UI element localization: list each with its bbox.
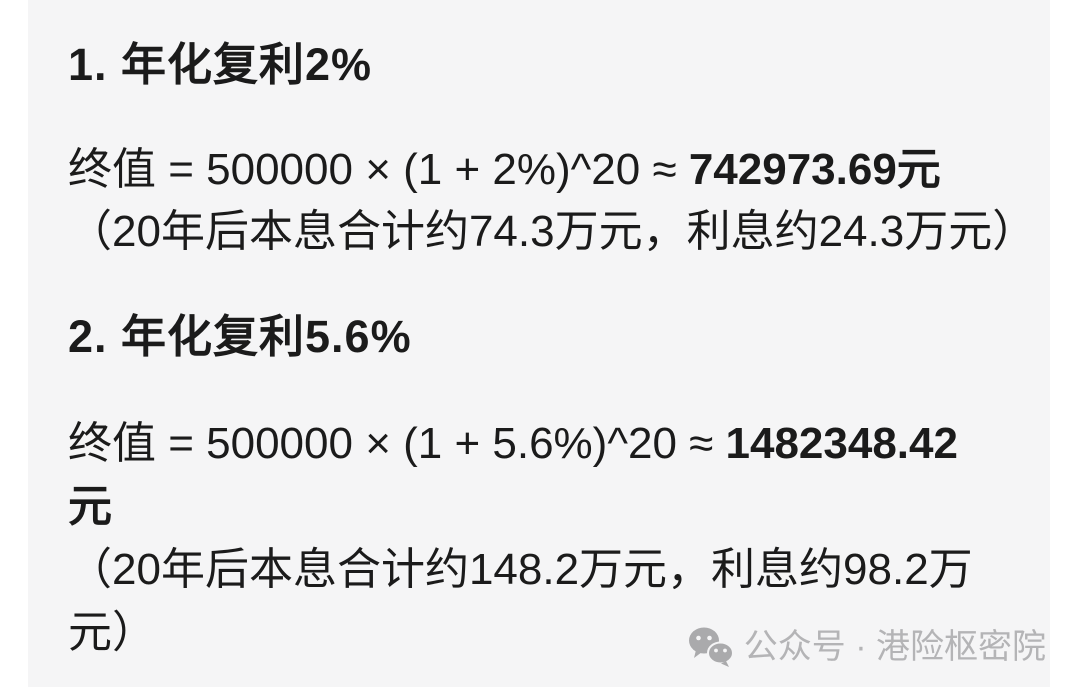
- section2-note-line2: 元）: [68, 608, 156, 657]
- section2-formula-expression: 终值 = 500000 × (1 + 5.6%)^20 ≈: [68, 419, 726, 468]
- section2-formula-result-wrap: 元: [68, 482, 112, 531]
- section2-paragraph: 终值 = 500000 × (1 + 5.6%)^20 ≈ 1482348.42…: [68, 412, 973, 664]
- section1-note: （20年后本息合计约74.3万元，利息约24.3万元）: [68, 207, 1037, 256]
- section2-note-line1: （20年后本息合计约148.2万元，利息约98.2万: [68, 545, 973, 594]
- content-background: 1. 年化复利2% 终值 = 500000 × (1 + 2%)^20 ≈ 74…: [28, 0, 1050, 687]
- section2-heading: 2. 年化复利5.6%: [68, 311, 412, 362]
- section1-formula-result: 742973.69元: [688, 145, 941, 194]
- section1-formula-expression: 终值 = 500000 × (1 + 2%)^20 ≈: [68, 145, 689, 194]
- wechat-icon: [688, 627, 734, 667]
- section2-formula-line: 终值 = 500000 × (1 + 5.6%)^20 ≈ 1482348.42: [68, 412, 973, 475]
- watermark: 公众号 · 港险枢密院: [688, 625, 1046, 669]
- section1-heading: 1. 年化复利2%: [68, 39, 373, 90]
- section1-formula-line: 终值 = 500000 × (1 + 2%)^20 ≈ 742973.69元: [68, 139, 1036, 201]
- section1-paragraph: 终值 = 500000 × (1 + 2%)^20 ≈ 742973.69元 （…: [68, 139, 1036, 263]
- section2-formula-result: 1482348.42: [725, 419, 958, 468]
- watermark-text: 公众号 · 港险枢密院: [743, 628, 1046, 666]
